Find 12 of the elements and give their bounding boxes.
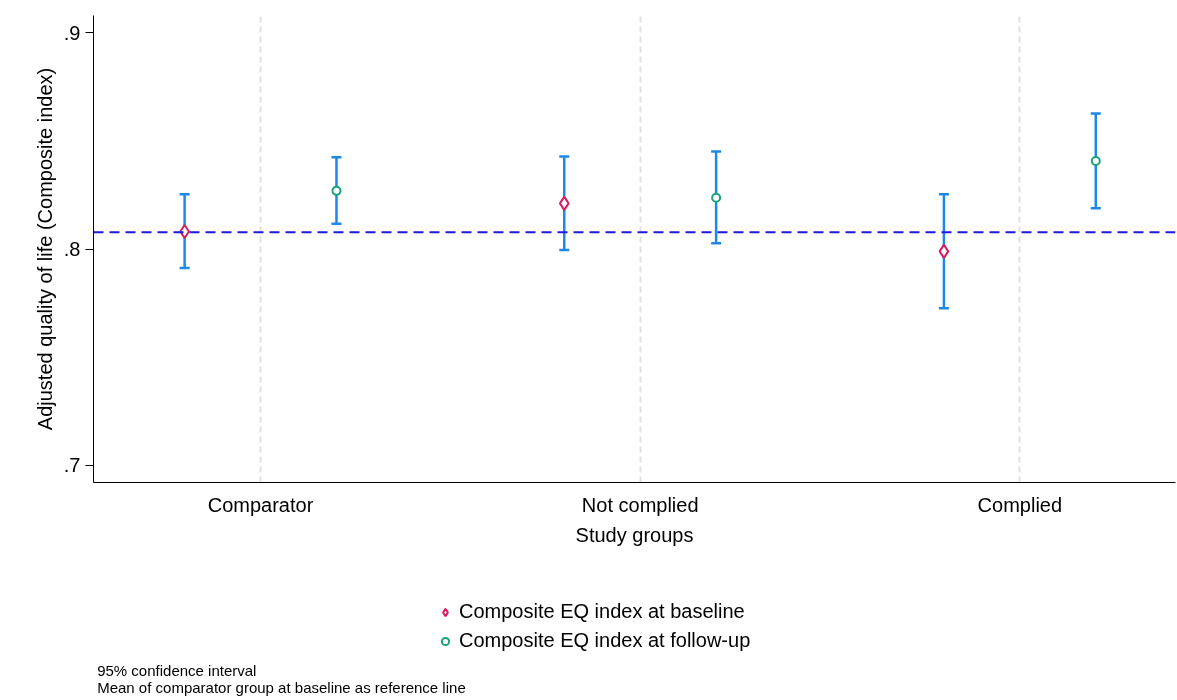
text: 95% confidence interval bbox=[97, 661, 257, 679]
legend-label: Composite EQ index at baseline bbox=[459, 600, 745, 623]
x-axis-title: Study groups bbox=[575, 523, 694, 546]
x-tick-label: Not complied bbox=[581, 493, 699, 516]
text: Mean of comparator group at baseline as reference line bbox=[97, 678, 466, 696]
x-tick-label: Complied bbox=[977, 493, 1063, 516]
y-tick-label: .9 bbox=[63, 21, 81, 44]
y-tick-label: .8 bbox=[63, 238, 81, 260]
y-tick-label: .7 bbox=[63, 454, 81, 477]
legend-label: Composite EQ index at follow-up bbox=[459, 629, 751, 652]
y-axis-title: Adjusted quality of life (Composite index) bbox=[33, 67, 56, 431]
x-tick-label: Comparator bbox=[207, 493, 314, 516]
